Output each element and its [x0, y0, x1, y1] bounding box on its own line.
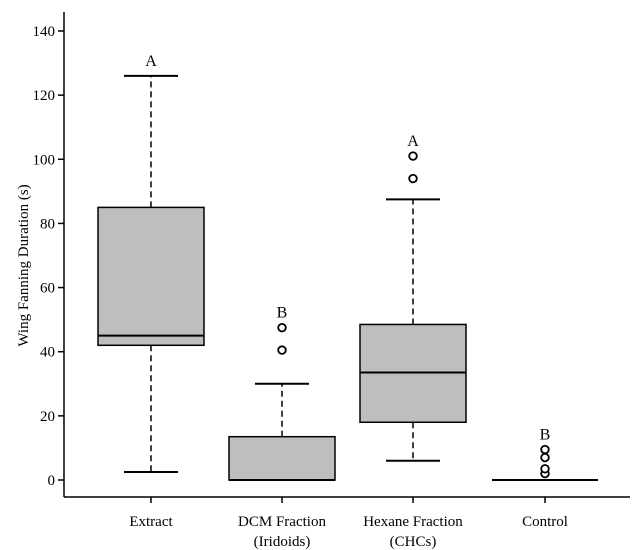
y-tick-label: 140	[33, 24, 56, 40]
outlier-point	[408, 151, 418, 161]
y-tick-label: 20	[40, 409, 55, 425]
significance-letter: A	[145, 53, 157, 70]
y-tick-label: 120	[33, 88, 56, 104]
significance-letter: A	[407, 133, 419, 150]
outlier-point	[540, 452, 550, 463]
significance-letter: B	[277, 305, 288, 322]
box	[228, 435, 336, 481]
y-tick-label: 40	[40, 345, 55, 361]
box	[97, 206, 205, 347]
box-group: A	[97, 53, 205, 473]
x-tick-label: (Iridoids)	[254, 534, 311, 550]
y-tick-label: 0	[48, 473, 56, 489]
outlier-point	[277, 345, 287, 355]
y-axis-title: Wing Fanning Duration (s)	[16, 184, 32, 346]
y-axis: 0 20 40 60 80 100 120 140	[33, 12, 65, 497]
x-tick-label: Control	[522, 514, 568, 530]
box-group: A	[359, 133, 467, 462]
x-axis: Extract DCM Fraction (Iridoids) Hexane Frac…	[64, 496, 630, 550]
x-tick-label: Hexane Fraction	[363, 514, 463, 530]
significance-letter: B	[540, 427, 551, 444]
boxes: A B A B	[97, 53, 598, 481]
y-tick-label: 100	[33, 152, 56, 168]
outlier-point	[408, 173, 418, 184]
x-tick-label: (CHCs)	[390, 534, 437, 550]
box-group: B	[492, 427, 598, 481]
outlier-point	[277, 322, 287, 333]
x-tick-label: Extract	[129, 514, 173, 530]
y-tick-label: 60	[40, 281, 55, 297]
box-group: B	[228, 305, 336, 481]
outlier-point	[540, 464, 550, 474]
y-tick-label: 80	[40, 216, 55, 232]
outlier-point	[540, 444, 550, 455]
x-tick-label: DCM Fraction	[238, 514, 326, 530]
